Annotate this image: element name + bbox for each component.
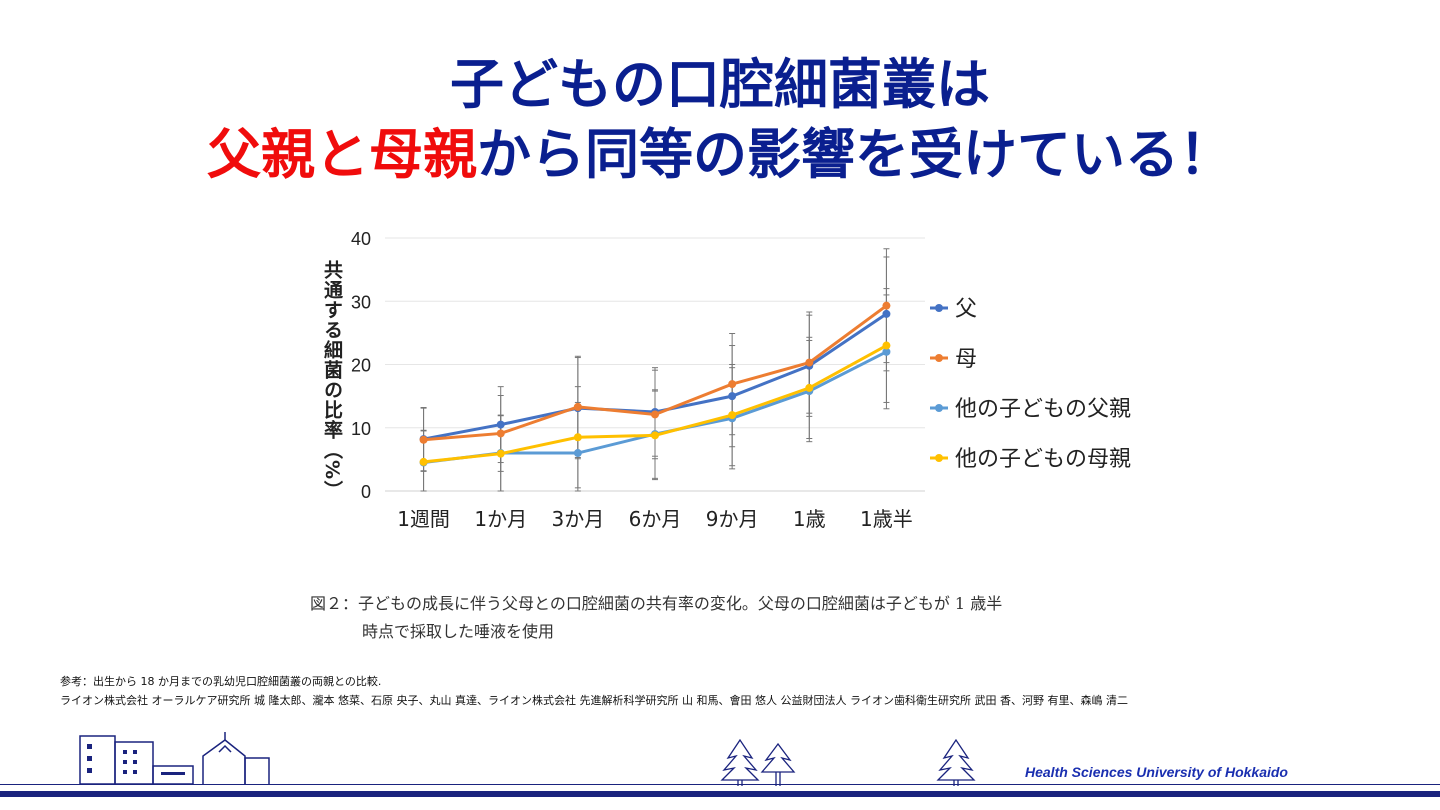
x-tick-label: 1週間 bbox=[397, 507, 450, 531]
data-point bbox=[728, 392, 737, 401]
data-point bbox=[805, 358, 814, 367]
title-line-1: 子どもの口腔細菌叢は bbox=[450, 53, 990, 116]
y-tick-label: 0 bbox=[361, 482, 371, 502]
data-point bbox=[419, 435, 428, 444]
x-tick-label: 9か月 bbox=[706, 507, 759, 531]
legend-marker bbox=[935, 454, 943, 462]
x-tick-label: 6か月 bbox=[629, 507, 682, 531]
y-tick-label: 10 bbox=[351, 419, 371, 439]
reference-line-2: ライオン株式会社 オーラルケア研究所 城 隆太郎、瀧本 悠菜、石原 央子、丸山 … bbox=[60, 694, 1128, 707]
figure-caption: 図２：子どもの成長に伴う父母との口腔細菌の共有率の変化。父母の口腔細菌は子どもが… bbox=[310, 590, 1002, 646]
x-tick-label: 1歳半 bbox=[860, 507, 913, 531]
reference-line-1: 参考：出生から 18 か月までの乳幼児口腔細菌叢の両親との比較. bbox=[60, 675, 382, 688]
data-point bbox=[882, 347, 891, 356]
data-point bbox=[728, 380, 737, 389]
legend-label: 他の子どもの父親 bbox=[955, 397, 1131, 422]
data-point bbox=[573, 433, 582, 442]
data-point bbox=[882, 301, 891, 310]
title-line-2: 父親と母親から同等の影響を受けている！ bbox=[0, 122, 1440, 188]
data-point bbox=[882, 309, 891, 318]
x-tick-label: 3か月 bbox=[551, 507, 604, 531]
caption-line-1: 図２：子どもの成長に伴う父母との口腔細菌の共有率の変化。父母の口腔細菌は子どもが… bbox=[310, 594, 1003, 613]
campus-buildings-icon bbox=[79, 732, 270, 785]
title-mother: 母親 bbox=[369, 123, 477, 186]
trees-icon bbox=[720, 738, 976, 786]
data-point bbox=[651, 410, 659, 419]
caption-line-2: 時点で採取した唾液を使用 bbox=[362, 622, 555, 641]
data-point bbox=[805, 383, 814, 392]
data-point bbox=[573, 449, 582, 458]
x-tick-label: 1か月 bbox=[474, 507, 527, 531]
data-point bbox=[882, 341, 891, 350]
legend-label: 他の子どもの母親 bbox=[955, 447, 1131, 472]
data-point bbox=[496, 449, 505, 458]
legend-marker bbox=[935, 354, 943, 362]
legend-marker bbox=[935, 404, 943, 412]
legend-label: 父 bbox=[955, 297, 977, 322]
data-point bbox=[573, 402, 582, 411]
title-father: 父親と bbox=[207, 123, 369, 186]
footer-bar bbox=[0, 791, 1440, 797]
university-name: Health Sciences University of Hokkaido bbox=[1025, 764, 1288, 780]
data-point bbox=[496, 429, 505, 438]
data-point bbox=[651, 431, 659, 440]
y-tick-label: 30 bbox=[351, 292, 371, 312]
data-point bbox=[419, 457, 428, 466]
title-rest: から同等の影響を受けている！ bbox=[477, 123, 1233, 186]
footer-line bbox=[0, 784, 1440, 785]
data-point bbox=[496, 420, 505, 429]
reference: 参考：出生から 18 か月までの乳幼児口腔細菌叢の両親との比較. ライオン株式会… bbox=[60, 672, 1128, 710]
y-tick-label: 40 bbox=[351, 229, 371, 249]
legend-label: 母 bbox=[955, 347, 977, 372]
line-chart: 0 10 20 30 40 1週間 1か月 3か月 6か月 9か月 1歳 1歳半 共通する細菌の比率（%… bbox=[321, 229, 1131, 531]
x-tick-label: 1歳 bbox=[793, 507, 826, 531]
y-tick-label: 20 bbox=[351, 356, 371, 376]
legend-marker bbox=[935, 304, 943, 312]
y-axis-label: 共通する細菌の比率（%） bbox=[321, 260, 343, 500]
data-point bbox=[728, 411, 737, 420]
